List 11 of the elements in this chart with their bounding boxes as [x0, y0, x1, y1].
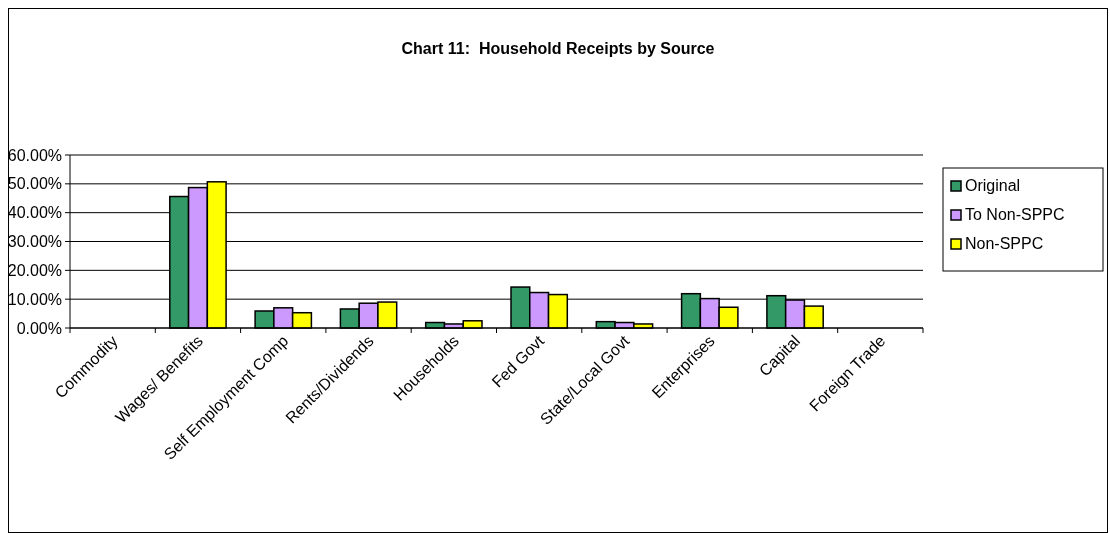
y-tick-label: 10.00%: [7, 290, 62, 308]
y-tick-label: 60.00%: [7, 146, 62, 164]
y-tick-label: 30.00%: [7, 233, 62, 251]
legend-label: To Non-SPPC: [965, 205, 1065, 223]
legend-label: Non-SPPC: [965, 234, 1044, 252]
y-tick-label: 20.00%: [7, 261, 62, 279]
y-tick-label: 50.00%: [7, 175, 62, 193]
y-tick-label: 0.00%: [16, 319, 62, 337]
y-tick-label: 40.00%: [7, 204, 62, 222]
chart-title: Chart 11: Household Receipts by Source: [401, 40, 715, 57]
legend-label: Original: [965, 176, 1021, 194]
